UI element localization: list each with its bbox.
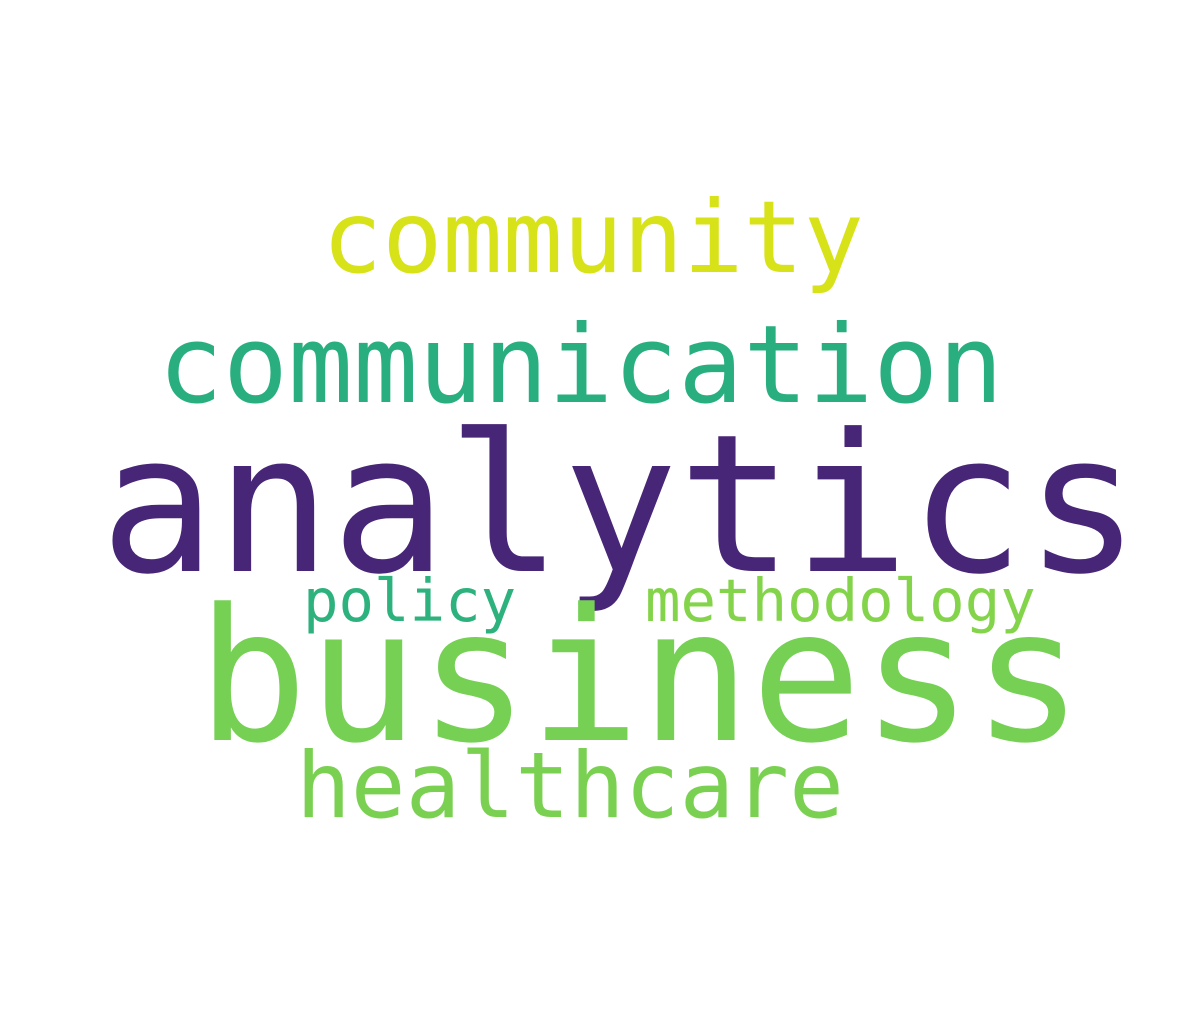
word-policy: policy xyxy=(303,566,517,635)
word-business: business xyxy=(197,570,1084,784)
word-methodology: methodology xyxy=(645,566,1036,635)
word-community: community xyxy=(322,179,864,296)
word-healthcare: healthcare xyxy=(296,734,844,839)
word-communication: communication xyxy=(158,303,1004,428)
word-analytics: analytics xyxy=(100,394,1141,617)
